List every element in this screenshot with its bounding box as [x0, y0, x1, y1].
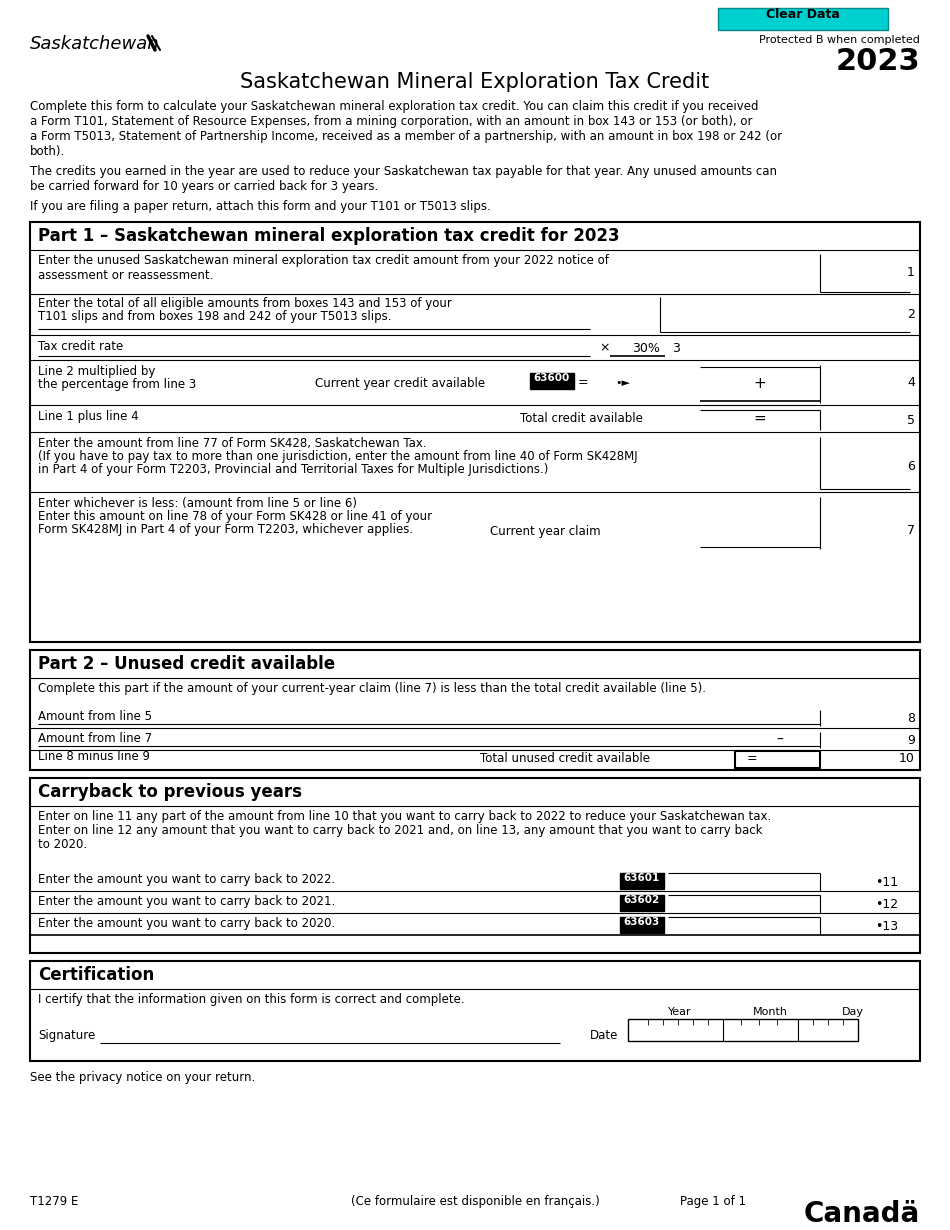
Text: Enter on line 11 any part of the amount from line 10 that you want to carry back: Enter on line 11 any part of the amount … [38, 811, 771, 823]
Text: T101 slips and from boxes 198 and 242 of your T5013 slips.: T101 slips and from boxes 198 and 242 of… [38, 310, 391, 323]
Text: Part 1 – Saskatchewan mineral exploration tax credit for 2023: Part 1 – Saskatchewan mineral exploratio… [38, 228, 619, 245]
Text: T1279 E: T1279 E [30, 1196, 78, 1208]
Text: Saskatchewan Mineral Exploration Tax Credit: Saskatchewan Mineral Exploration Tax Cre… [240, 73, 710, 92]
Bar [30, 649, 920, 770]
Text: •12: •12 [875, 898, 898, 910]
Text: Amount from line 7: Amount from line 7 [38, 732, 152, 745]
Text: Enter on line 12 any amount that you want to carry back to 2021 and, on line 13,: Enter on line 12 any amount that you wan… [38, 824, 763, 836]
Bar [30, 221, 920, 642]
Text: ×: × [599, 342, 610, 354]
Text: Canadä: Canadä [804, 1200, 920, 1228]
Text: 2: 2 [907, 309, 915, 321]
Text: (If you have to pay tax to more than one jurisdiction, enter the amount from lin: (If you have to pay tax to more than one… [38, 450, 637, 462]
Text: 63602: 63602 [624, 895, 660, 905]
Text: –: – [776, 733, 784, 747]
Text: •13: •13 [875, 920, 898, 932]
Text: 2023: 2023 [835, 47, 920, 76]
Text: •►: •► [615, 378, 630, 387]
Text: If you are filing a paper return, attach this form and your T101 or T5013 slips.: If you are filing a paper return, attach… [30, 200, 491, 213]
Text: Enter the total of all eligible amounts from boxes 143 and 153 of your: Enter the total of all eligible amounts … [38, 296, 452, 310]
Text: Enter the amount you want to carry back to 2022.: Enter the amount you want to carry back … [38, 873, 335, 886]
Text: (Ce formulaire est disponible en français.): (Ce formulaire est disponible en françai… [351, 1196, 599, 1208]
Text: +: + [753, 375, 767, 390]
Bar [30, 961, 920, 1061]
Text: 4: 4 [907, 376, 915, 390]
Text: 63603: 63603 [624, 918, 660, 927]
Text: 3: 3 [672, 342, 680, 354]
Bar [530, 373, 574, 389]
Text: 9: 9 [907, 733, 915, 747]
Text: Protected B when completed: Protected B when completed [759, 34, 920, 46]
Text: •11: •11 [875, 876, 898, 888]
Text: Line 2 multiplied by: Line 2 multiplied by [38, 365, 156, 378]
Bar [30, 779, 920, 953]
Text: Month: Month [752, 1007, 788, 1017]
Text: Enter the unused Saskatchewan mineral exploration tax credit amount from your 20: Enter the unused Saskatchewan mineral ex… [38, 255, 609, 282]
Bar [628, 1018, 858, 1041]
Text: Total credit available: Total credit available [520, 412, 643, 424]
Bar [620, 895, 664, 911]
Text: Year: Year [668, 1007, 692, 1017]
Text: 8: 8 [907, 711, 915, 724]
Text: 1: 1 [907, 267, 915, 279]
Bar [620, 918, 664, 934]
Text: Current year credit available: Current year credit available [315, 376, 485, 390]
Text: 10: 10 [899, 753, 915, 765]
Text: See the privacy notice on your return.: See the privacy notice on your return. [30, 1071, 256, 1084]
Text: Certification: Certification [38, 966, 154, 984]
Text: Enter the amount you want to carry back to 2021.: Enter the amount you want to carry back … [38, 895, 335, 908]
Text: Enter the amount from line 77 of Form SK428, Saskatchewan Tax.: Enter the amount from line 77 of Form SK… [38, 437, 427, 450]
Text: =: = [753, 411, 767, 426]
Text: 5: 5 [907, 413, 915, 427]
Text: Enter this amount on line 78 of your Form SK428 or line 41 of your: Enter this amount on line 78 of your For… [38, 510, 432, 523]
Text: Complete this form to calculate your Saskatchewan mineral exploration tax credit: Complete this form to calculate your Sas… [30, 100, 782, 157]
Text: Day: Day [842, 1007, 864, 1017]
Text: 6: 6 [907, 460, 915, 474]
Text: Amount from line 5: Amount from line 5 [38, 710, 152, 723]
Text: Form SK428MJ in Part 4 of your Form T2203, whichever applies.: Form SK428MJ in Part 4 of your Form T220… [38, 523, 413, 536]
Text: Signature: Signature [38, 1030, 95, 1042]
Bar [620, 873, 664, 889]
Text: 7: 7 [907, 524, 915, 538]
Text: 30%: 30% [632, 342, 660, 354]
Text: Saskatchewan: Saskatchewan [30, 34, 160, 53]
Text: to 2020.: to 2020. [38, 838, 87, 851]
Text: Total unused credit available: Total unused credit available [480, 752, 650, 765]
Text: Page 1 of 1: Page 1 of 1 [680, 1196, 746, 1208]
Text: Enter whichever is less: (amount from line 5 or line 6): Enter whichever is less: (amount from li… [38, 497, 357, 510]
Text: in Part 4 of your Form T2203, Provincial and Territorial Taxes for Multiple Juri: in Part 4 of your Form T2203, Provincial… [38, 462, 548, 476]
Text: Line 8 minus line 9: Line 8 minus line 9 [38, 750, 150, 763]
Text: =: = [747, 753, 758, 765]
Text: Current year claim: Current year claim [490, 524, 600, 538]
Text: I certify that the information given on this form is correct and complete.: I certify that the information given on … [38, 993, 465, 1006]
Text: Clear Data: Clear Data [766, 9, 840, 21]
Text: Carryback to previous years: Carryback to previous years [38, 784, 302, 801]
Text: the percentage from line 3: the percentage from line 3 [38, 378, 197, 391]
Text: Tax credit rate: Tax credit rate [38, 339, 124, 353]
Text: Complete this part if the amount of your current-year claim (line 7) is less tha: Complete this part if the amount of your… [38, 681, 706, 695]
Text: Part 2 – Unused credit available: Part 2 – Unused credit available [38, 656, 335, 673]
Text: Line 1 plus line 4: Line 1 plus line 4 [38, 410, 139, 423]
Text: 63601: 63601 [624, 873, 660, 883]
Text: The credits you earned in the year are used to reduce your Saskatchewan tax paya: The credits you earned in the year are u… [30, 165, 777, 193]
Bar [735, 752, 820, 768]
Text: =: = [578, 376, 589, 390]
Bar [718, 9, 888, 30]
Text: 63600: 63600 [534, 373, 570, 383]
Text: Enter the amount you want to carry back to 2020.: Enter the amount you want to carry back … [38, 918, 335, 930]
Text: Date: Date [590, 1030, 618, 1042]
